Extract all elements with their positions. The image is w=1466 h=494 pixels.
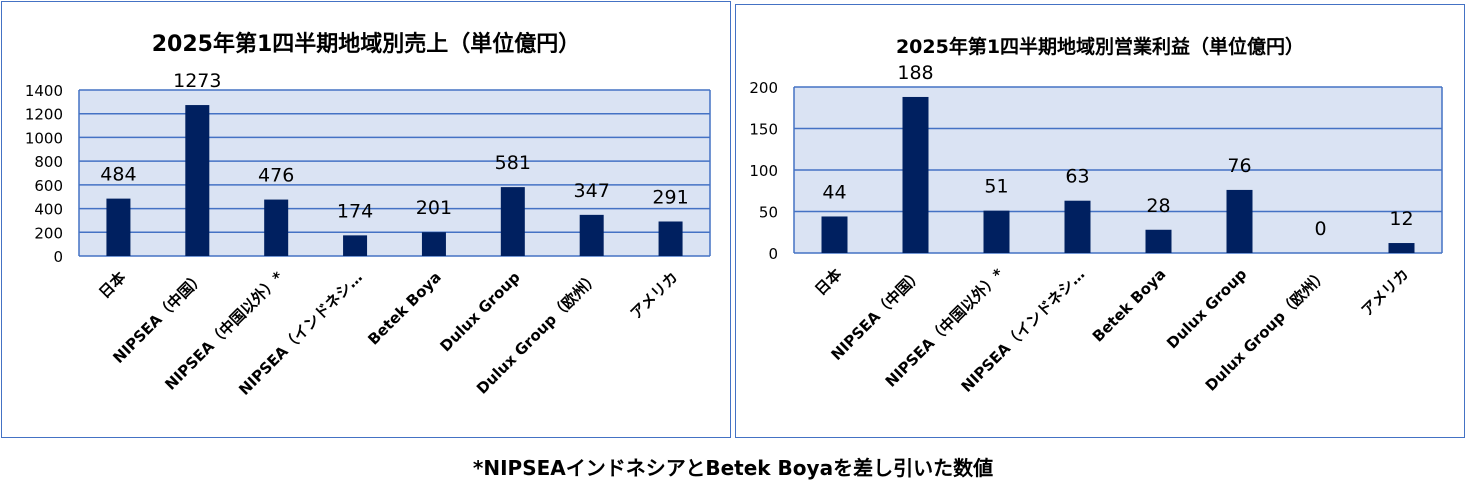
profit-bar	[983, 210, 1010, 253]
sales-category-label: 日本	[95, 268, 129, 302]
profit-bar	[1145, 229, 1172, 253]
profit-chart-panel: 2025年第1四半期地域別営業利益（単位億円） 0 50 100 150 200 44 日本…	[735, 4, 1465, 438]
profit-category-label: Dulux Group	[1163, 265, 1250, 352]
sales-data-label: 291	[652, 186, 688, 208]
profit-chart-title: 2025年第1四半期地域別営業利益（単位億円）	[895, 36, 1305, 58]
sales-y-tick-label: 600	[34, 177, 63, 195]
profit-bar-chart: 05010015020044日本188NIPSEA（中国）51NIPSEA（中国…	[749, 62, 1443, 396]
profit-bar	[1388, 243, 1415, 253]
sales-data-label: 347	[574, 180, 610, 202]
sales-data-label: 484	[100, 164, 136, 186]
sales-plot-area	[79, 90, 710, 256]
profit-bar	[1226, 189, 1253, 253]
profit-data-label: 28	[1146, 195, 1170, 217]
sales-y-tick-label: 1400	[25, 82, 63, 100]
sales-bar	[264, 199, 289, 256]
sales-y-tick-label: 1000	[25, 129, 63, 147]
profit-data-label: 44	[822, 181, 846, 203]
sales-y-tick-label: 800	[34, 153, 63, 171]
profit-bar	[821, 216, 848, 253]
sales-category-label: Betek Boya	[364, 268, 444, 348]
sales-bar-chart: 0200400600800100012001400484日本1273NIPSEA…	[25, 70, 711, 399]
profit-data-label: 51	[984, 176, 1008, 198]
sales-bar	[658, 221, 683, 256]
sales-chart-panel: 2025年第1四半期地域別売上（単位億円） 0 200 400 600 800 1000 1…	[1, 1, 731, 438]
profit-data-label: 0	[1314, 218, 1326, 240]
sales-y-tick-label: 0	[53, 248, 63, 266]
sales-bar	[500, 187, 525, 256]
profit-category-label: Betek Boya	[1089, 265, 1169, 345]
profit-y-tick-label: 50	[759, 204, 778, 222]
sales-data-label: 1273	[173, 70, 221, 92]
sales-y-tick-label: 400	[34, 201, 63, 219]
sales-bar	[421, 232, 446, 256]
sales-y-tick-label: 1200	[25, 106, 63, 124]
profit-data-label: 188	[897, 62, 933, 84]
profit-data-label: 12	[1389, 208, 1413, 230]
sales-category-label: Dulux Group	[436, 268, 523, 355]
profit-data-label: 63	[1065, 166, 1089, 188]
sales-bar	[106, 198, 131, 256]
profit-y-tick-label: 0	[768, 245, 778, 263]
sales-bar	[185, 105, 210, 257]
sales-bar	[579, 214, 604, 256]
profit-y-tick-label: 200	[749, 79, 778, 97]
profit-data-label: 76	[1227, 155, 1251, 177]
sales-category-label: アメリカ	[627, 268, 682, 323]
sales-bar	[343, 235, 368, 256]
profit-bar	[902, 96, 929, 254]
profit-bar	[1064, 200, 1091, 253]
profit-y-tick-label: 100	[749, 162, 778, 180]
profit-y-tick-label: 150	[749, 121, 778, 139]
sales-data-label: 581	[495, 152, 531, 174]
profit-category-label: 日本	[811, 265, 845, 299]
sales-chart-title: 2025年第1四半期地域別売上（単位億円）	[151, 32, 581, 57]
sales-y-tick-label: 200	[34, 224, 63, 242]
sales-data-label: 476	[258, 165, 294, 187]
sales-data-label: 201	[416, 197, 452, 219]
sales-data-label: 174	[337, 200, 373, 222]
profit-category-label: アメリカ	[1358, 265, 1413, 320]
footnote: *NIPSEAインドネシアとBetek Boyaを差し引いた数値	[472, 456, 994, 480]
